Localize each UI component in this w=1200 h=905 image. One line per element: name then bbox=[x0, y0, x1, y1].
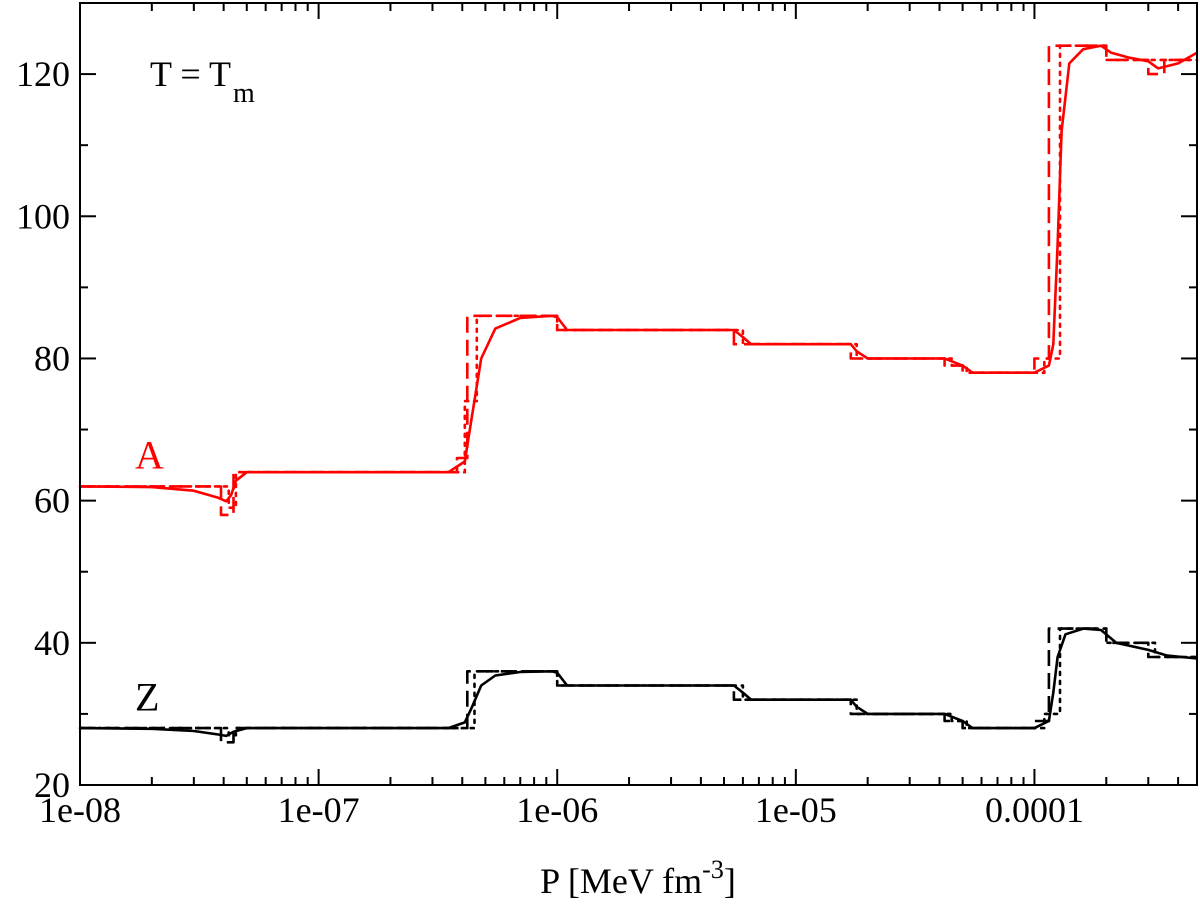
annotation-main: T = T bbox=[150, 54, 231, 94]
x-tick-label: 1e-08 bbox=[39, 790, 121, 830]
y-tick-label: 20 bbox=[34, 765, 70, 805]
series-line-z-dashed bbox=[80, 627, 1197, 744]
series-line-z-dotted bbox=[78, 627, 1199, 737]
series-label-z: Z bbox=[135, 674, 159, 719]
tick-labels: 1e-08 1e-07 1e-06 1e-05 0.0001 20 40 60 80 100 120 bbox=[16, 54, 1084, 830]
y-tick-label: 100 bbox=[16, 196, 70, 236]
series-line-a-dotted bbox=[78, 44, 1199, 510]
series-label-a: A bbox=[135, 433, 164, 478]
y-tick-label: 120 bbox=[16, 54, 70, 94]
x-axis-title-text: P [MeV fm bbox=[540, 861, 702, 901]
annotation-subscript: m bbox=[233, 78, 255, 109]
x-tick-label: 1e-05 bbox=[755, 790, 837, 830]
x-tick-label: 1e-07 bbox=[278, 790, 360, 830]
plot-frame bbox=[79, 2, 1198, 786]
y-tick-label: 40 bbox=[34, 623, 70, 663]
x-axis-title-suffix: ] bbox=[724, 861, 736, 901]
series-line-a-dashed bbox=[80, 44, 1197, 517]
series-line-z-solid bbox=[79, 627, 1198, 738]
temperature-annotation: T = Tm bbox=[150, 54, 255, 109]
x-axis-title: P [MeV fm-3] bbox=[540, 855, 736, 901]
x-axis-title-superscript: -3 bbox=[702, 855, 724, 884]
series-line-a-solid bbox=[79, 44, 1198, 503]
ticks-layer bbox=[79, 2, 1197, 786]
x-tick-label: 0.0001 bbox=[985, 790, 1084, 830]
y-tick-label: 60 bbox=[34, 481, 70, 521]
y-tick-label: 80 bbox=[34, 338, 70, 378]
x-tick-label: 1e-06 bbox=[516, 790, 598, 830]
labels-layer: 1e-08 1e-07 1e-06 1e-05 0.0001 20 40 60 80 100 120… bbox=[16, 54, 1084, 830]
series-layer bbox=[78, 44, 1199, 744]
